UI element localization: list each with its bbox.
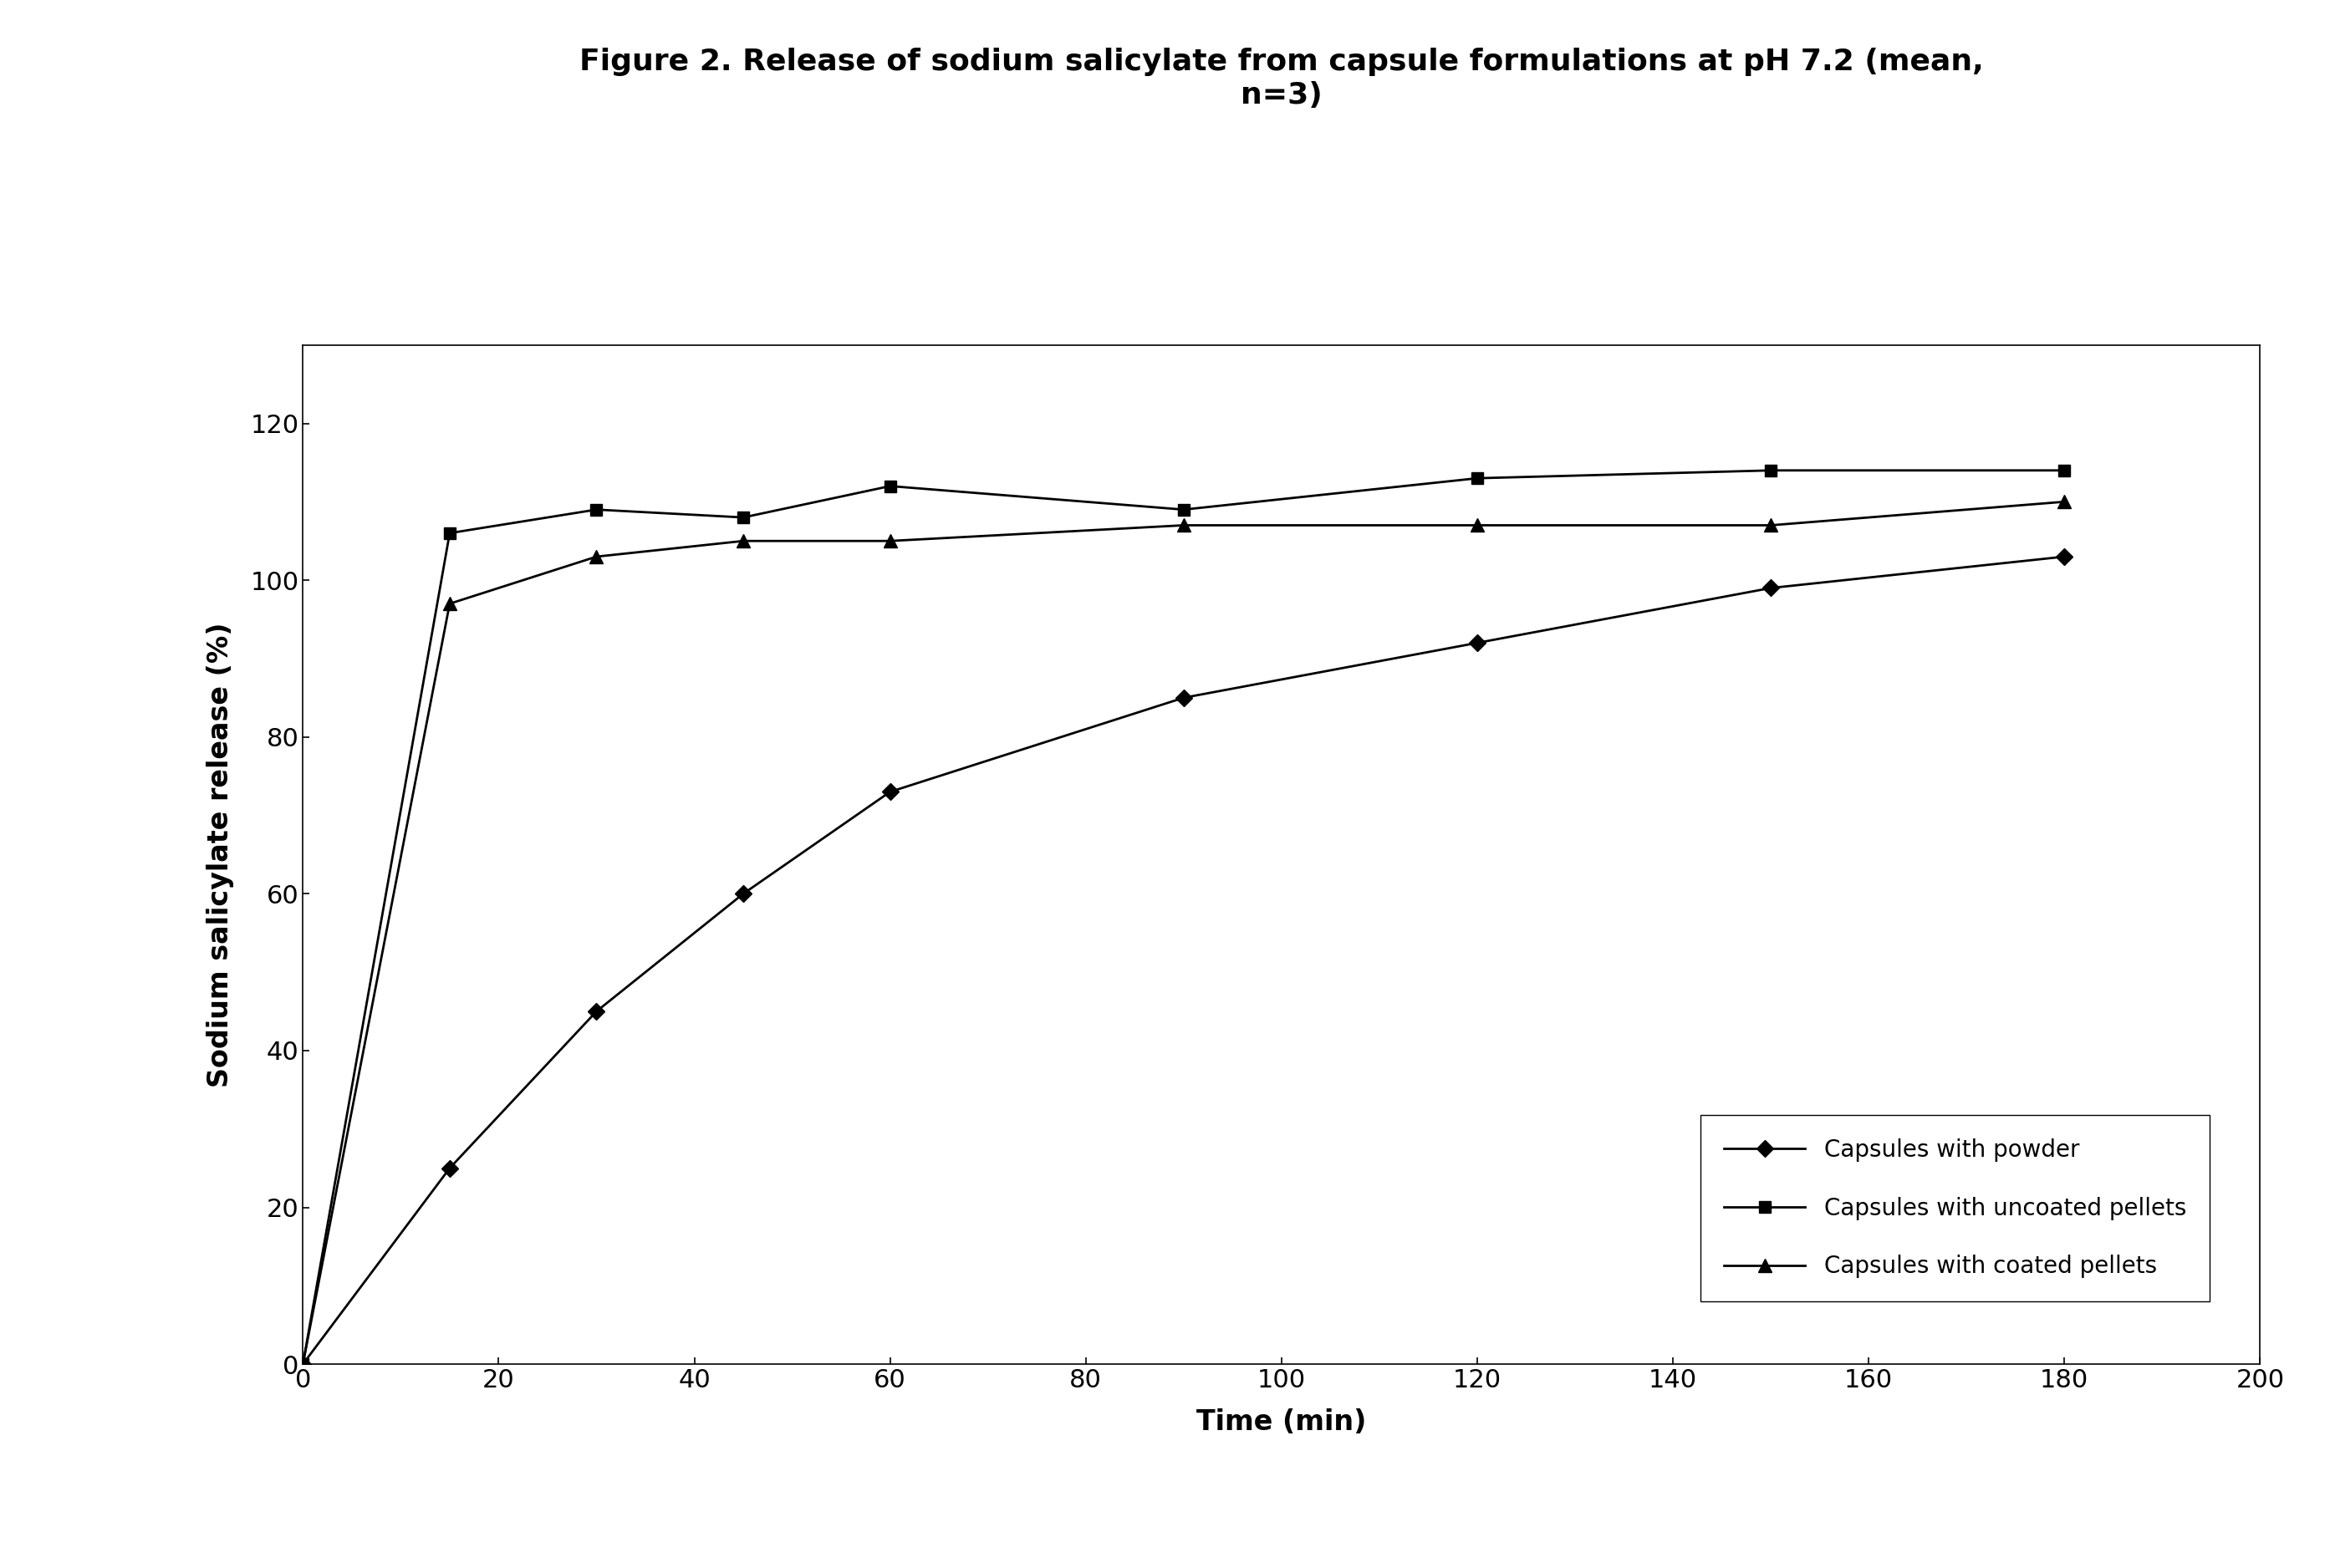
X-axis label: Time (min): Time (min) [1198, 1408, 1365, 1436]
Capsules with powder [1170, 688, 1198, 707]
Line: Capsules with powder: Capsules with powder [298, 550, 2069, 1370]
Capsules with coated pellets [1757, 516, 1785, 535]
Capsules with uncoated pellets [436, 524, 464, 543]
Capsules with powder [1757, 579, 1785, 597]
Capsules with uncoated pellets [729, 508, 757, 527]
Capsules with uncoated pellets [1757, 461, 1785, 480]
Capsules with uncoated pellets [1463, 469, 1491, 488]
Capsules with uncoated pellets [2050, 461, 2078, 480]
Legend: Capsules with powder, Capsules with uncoated pellets, Capsules with coated pelle: Capsules with powder, Capsules with unco… [1701, 1115, 2209, 1301]
Line: Capsules with coated pellets: Capsules with coated pellets [296, 495, 2071, 1370]
Capsules with coated pellets [1170, 516, 1198, 535]
Capsules with coated pellets [436, 594, 464, 613]
Capsules with powder [2050, 547, 2078, 566]
Y-axis label: Sodium salicylate release (%): Sodium salicylate release (%) [207, 622, 233, 1087]
Capsules with uncoated pellets [289, 1355, 317, 1374]
Capsules with powder [1463, 633, 1491, 652]
Text: Figure 2. Release of sodium salicylate from capsule formulations at pH 7.2 (mean: Figure 2. Release of sodium salicylate f… [580, 47, 1983, 110]
Capsules with uncoated pellets [876, 477, 904, 495]
Capsules with coated pellets [2050, 492, 2078, 511]
Capsules with coated pellets [289, 1355, 317, 1374]
Capsules with coated pellets [876, 532, 904, 550]
Capsules with coated pellets [729, 532, 757, 550]
Capsules with powder [729, 884, 757, 903]
Line: Capsules with uncoated pellets: Capsules with uncoated pellets [298, 464, 2069, 1370]
Capsules with uncoated pellets [1170, 500, 1198, 519]
Capsules with powder [876, 782, 904, 801]
Capsules with powder [582, 1002, 610, 1021]
Capsules with coated pellets [582, 547, 610, 566]
Capsules with coated pellets [1463, 516, 1491, 535]
Capsules with powder [289, 1355, 317, 1374]
Capsules with powder [436, 1159, 464, 1178]
Capsules with uncoated pellets [582, 500, 610, 519]
